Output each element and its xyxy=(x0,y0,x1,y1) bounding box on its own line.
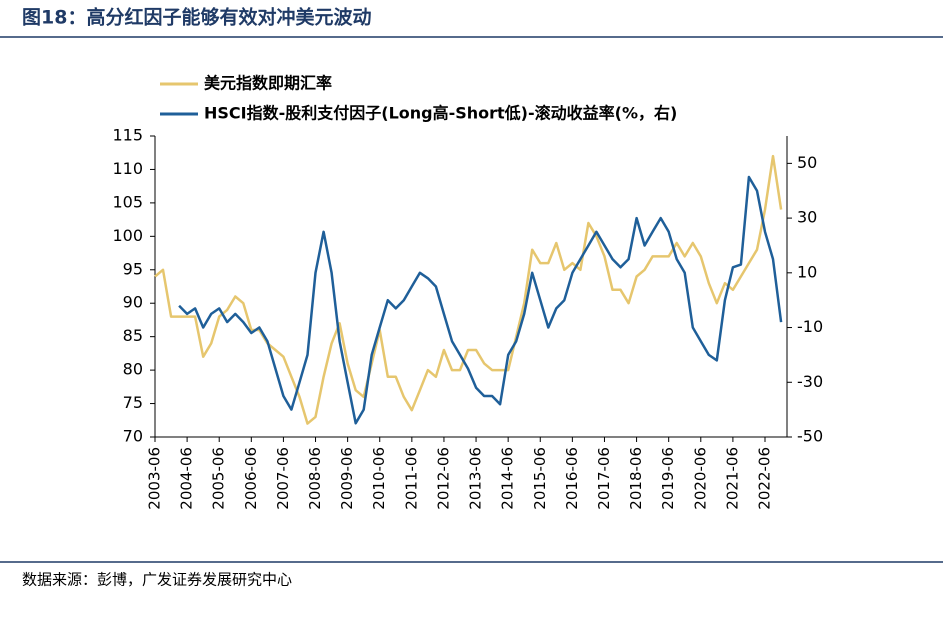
y-tick-label: 115 xyxy=(112,126,143,145)
x-tick-label: 2006-06 xyxy=(242,447,260,510)
x-tick-label: 2021-06 xyxy=(723,447,741,510)
x-tick-label: 2012-06 xyxy=(434,447,452,510)
y-tick-label: 85 xyxy=(123,326,143,345)
x-tick-label: 2008-06 xyxy=(306,447,324,510)
y-tick-label: 110 xyxy=(112,159,143,178)
y-tick-label: 70 xyxy=(123,427,143,446)
x-tick-label: 2016-06 xyxy=(563,447,581,510)
x-tick-label: 2015-06 xyxy=(531,447,549,510)
x-tick-label: 2020-06 xyxy=(691,447,709,510)
x-tick-label: 2004-06 xyxy=(178,447,196,510)
y-tick-label: 90 xyxy=(123,293,143,312)
x-tick-label: 2017-06 xyxy=(595,447,613,510)
x-tick-label: 2009-06 xyxy=(338,447,356,510)
y-tick-label: 105 xyxy=(112,192,143,211)
x-tick-label: 2018-06 xyxy=(627,447,645,510)
y2-tick-label: -10 xyxy=(797,317,823,336)
y2-tick-label: 30 xyxy=(797,208,817,227)
y2-tick-label: 10 xyxy=(797,262,817,281)
y2-tick-label: 50 xyxy=(797,153,817,172)
y2-tick-label: -50 xyxy=(797,427,823,446)
y-tick-label: 80 xyxy=(123,360,143,379)
y-tick-label: 95 xyxy=(123,259,143,278)
x-tick-label: 2019-06 xyxy=(659,447,677,510)
x-tick-label: 2003-06 xyxy=(146,447,164,510)
series-line xyxy=(178,175,783,425)
legend-label: HSCI指数-股利支付因子(Long高-Short低)-滚动收益率(%，右) xyxy=(204,104,677,123)
series-line xyxy=(154,154,783,425)
legend-label: 美元指数即期汇率 xyxy=(204,74,332,93)
x-tick-label: 2005-06 xyxy=(210,447,228,510)
y-tick-label: 100 xyxy=(112,226,143,245)
x-tick-label: 2007-06 xyxy=(274,447,292,510)
x-tick-label: 2014-06 xyxy=(499,447,517,510)
y-tick-label: 75 xyxy=(123,393,143,412)
y2-tick-label: -30 xyxy=(797,372,823,391)
chart-title: 图18：高分红因子能够有效对冲美元波动 xyxy=(22,6,371,29)
source-note: 数据来源：彭博，广发证券发展研究中心 xyxy=(22,571,292,589)
x-tick-label: 2010-06 xyxy=(370,447,388,510)
x-tick-label: 2013-06 xyxy=(467,447,485,510)
x-tick-label: 2011-06 xyxy=(402,447,420,510)
x-tick-label: 2022-06 xyxy=(756,447,774,510)
